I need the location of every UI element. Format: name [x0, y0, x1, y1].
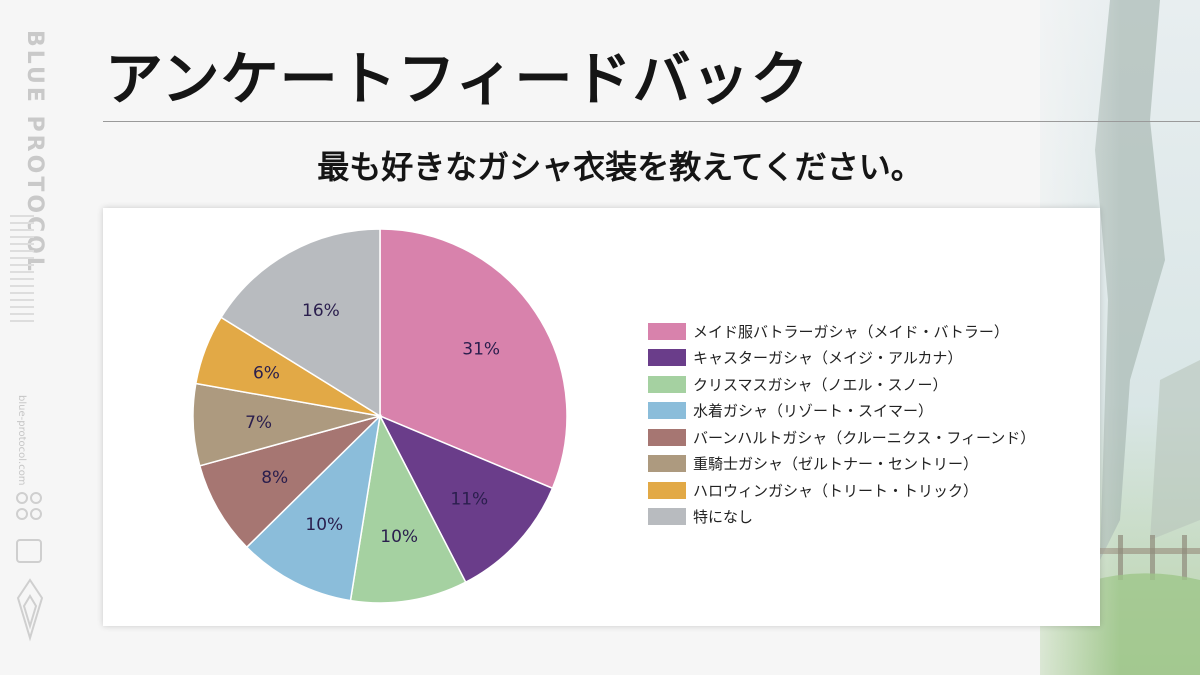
legend-swatch-4 — [648, 428, 686, 446]
legend-label-0: メイド服バトラーガシャ（メイド・バトラー） — [693, 322, 1009, 341]
title-divider — [103, 121, 1200, 122]
legend-label-2: クリスマスガシャ（ノエル・スノー） — [693, 375, 948, 394]
legend-swatch-1 — [648, 349, 686, 367]
chart-title: 最も好きなガシャ衣装を教えてください。 — [317, 148, 923, 186]
brand-fine-print — [10, 215, 34, 375]
legend-swatch-2 — [648, 375, 686, 393]
legend-label-5: 重騎士ガシャ（ゼルトナー・セントリー） — [693, 455, 979, 474]
legend-entry-3: 水着ガシャ（リゾート・スイマー） — [648, 398, 1035, 425]
legend-swatch-6 — [648, 481, 686, 499]
legend-entry-2: クリスマスガシャ（ノエル・スノー） — [648, 371, 1035, 398]
pie-slice-label-1: 11% — [450, 489, 488, 509]
slide-title: アンケートフィードバック — [105, 45, 810, 113]
pie-chart: 31% 11% 10% 10% 8% 7% 6% 16% — [192, 228, 568, 604]
brand-logo-text: BLUE PROTOCOL — [22, 30, 47, 274]
pie-slice-2 — [349, 413, 467, 604]
legend-entry-6: ハロウィンガシャ（トリート・トリック） — [648, 477, 1035, 504]
pie-slice-1 — [378, 414, 554, 584]
legend-label-1: キャスターガシャ（メイジ・アルカナ） — [693, 349, 963, 368]
pie-slice-7 — [220, 228, 381, 418]
legend-entry-7: 特になし — [648, 504, 1035, 531]
pie-slice-4 — [198, 414, 383, 549]
chart-legend: メイド服バトラーガシャ（メイド・バトラー） キャスターガシャ（メイジ・アルカナ） ク… — [648, 318, 1035, 530]
pie-slice-label-7: 16% — [302, 301, 340, 321]
legend-label-4: バーンハルトガシャ（クルーニクス・フィーンド） — [693, 428, 1036, 447]
legend-swatch-0 — [648, 322, 686, 340]
legend-entry-5: 重騎士ガシャ（ゼルトナー・セントリー） — [648, 451, 1035, 478]
pie-slice-3 — [245, 413, 382, 602]
legend-label-6: ハロウィンガシャ（トリート・トリック） — [693, 481, 979, 500]
side-brand-strip: BLUE PROTOCOL blue-protocol.com — [0, 0, 47, 675]
pie-slice-label-0: 31% — [462, 340, 500, 360]
legend-entry-0: メイド服バトラーガシャ（メイド・バトラー） — [648, 318, 1035, 345]
pie-slice-label-4: 8% — [261, 468, 288, 488]
legend-swatch-3 — [648, 402, 686, 420]
legend-swatch-7 — [648, 508, 686, 526]
pie-slice-label-2: 10% — [380, 527, 418, 547]
pie-slice-0 — [379, 228, 568, 490]
pie-slice-label-3: 10% — [305, 515, 343, 535]
legend-label-7: 特になし — [693, 508, 754, 527]
legend-swatch-5 — [648, 455, 686, 473]
chart-panel: 31% 11% 10% 10% 8% 7% 6% 16% メイド服バトラーガシャ（メイド・バト… — [103, 208, 1100, 626]
brand-emblem-icons — [16, 492, 44, 642]
brand-site-url: blue-protocol.com — [16, 395, 27, 486]
legend-label-3: 水着ガシャ（リゾート・スイマー） — [693, 402, 934, 421]
legend-entry-4: バーンハルトガシャ（クルーニクス・フィーンド） — [648, 424, 1035, 451]
pie-slice-label-5: 7% — [245, 413, 272, 433]
legend-entry-1: キャスターガシャ（メイジ・アルカナ） — [648, 345, 1035, 372]
pie-slice-label-6: 6% — [253, 364, 280, 384]
